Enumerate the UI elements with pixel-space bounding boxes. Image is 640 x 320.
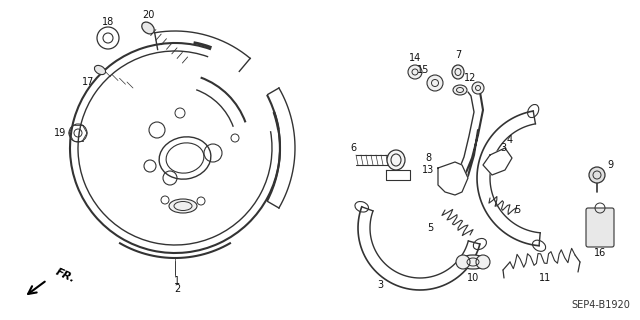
Text: 9: 9 <box>607 160 613 170</box>
Circle shape <box>408 65 422 79</box>
Text: 6: 6 <box>350 143 356 153</box>
FancyBboxPatch shape <box>586 208 614 247</box>
Polygon shape <box>477 111 540 246</box>
Text: 5: 5 <box>514 205 520 215</box>
Ellipse shape <box>458 255 488 269</box>
Text: 18: 18 <box>102 17 114 27</box>
Ellipse shape <box>142 22 154 34</box>
Text: 17: 17 <box>82 77 94 87</box>
Ellipse shape <box>456 255 470 269</box>
Text: 1: 1 <box>174 276 180 286</box>
Ellipse shape <box>169 199 197 213</box>
Text: 10: 10 <box>467 273 479 283</box>
Text: SEP4-B1920: SEP4-B1920 <box>571 300 630 310</box>
Text: 20: 20 <box>142 10 154 20</box>
Text: 2: 2 <box>174 284 180 294</box>
Ellipse shape <box>453 85 467 95</box>
Text: 3: 3 <box>500 143 506 153</box>
Text: 12: 12 <box>464 73 476 83</box>
Circle shape <box>427 75 443 91</box>
Circle shape <box>472 82 484 94</box>
Text: 7: 7 <box>455 50 461 60</box>
Ellipse shape <box>476 255 490 269</box>
Circle shape <box>589 167 605 183</box>
Text: 19: 19 <box>54 128 66 138</box>
Polygon shape <box>386 170 410 180</box>
Text: 4: 4 <box>507 135 513 145</box>
Ellipse shape <box>95 65 106 75</box>
Polygon shape <box>483 148 512 175</box>
Text: 8: 8 <box>425 153 431 163</box>
Text: 16: 16 <box>594 248 606 258</box>
Polygon shape <box>438 162 468 195</box>
Text: FR.: FR. <box>54 267 77 285</box>
Text: 5: 5 <box>427 223 433 233</box>
Polygon shape <box>358 207 480 290</box>
Text: 3: 3 <box>377 280 383 290</box>
Ellipse shape <box>387 150 405 170</box>
Text: 13: 13 <box>422 165 434 175</box>
Ellipse shape <box>452 65 464 79</box>
Text: 15: 15 <box>417 65 429 75</box>
Text: 14: 14 <box>409 53 421 63</box>
Text: 11: 11 <box>539 273 551 283</box>
